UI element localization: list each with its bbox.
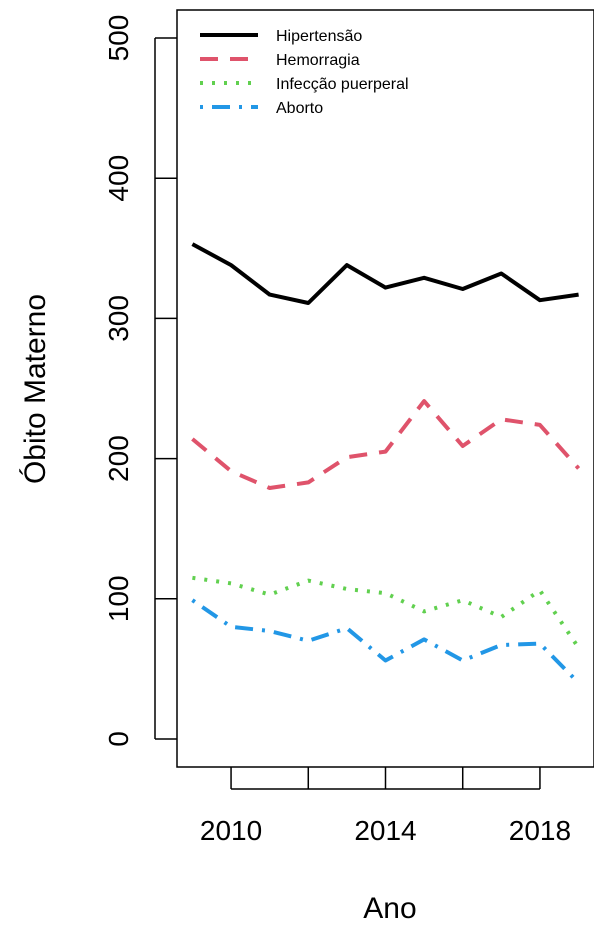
series-line-infec-o-puerperal: [192, 575, 581, 649]
legend-label: Aborto: [276, 100, 323, 117]
y-axis: 0 100 200 300 400 500: [103, 15, 177, 747]
x-tick-label: 2014: [354, 815, 416, 846]
y-tick-label: 300: [103, 295, 134, 342]
y-tick-label: 0: [103, 731, 134, 747]
x-axis-title: Ano: [363, 892, 416, 925]
x-tick-label: 2018: [509, 815, 571, 846]
series-line-aborto: [191, 598, 581, 685]
legend-label: Infecção puerperal: [276, 76, 409, 93]
y-axis-title: Óbito Materno: [19, 294, 52, 484]
x-tick-label: 2010: [200, 815, 262, 846]
plot-box: [176, 9, 594, 768]
legend-label: Hemorragia: [276, 52, 360, 69]
series-line-hemorragia: [191, 399, 581, 490]
y-tick-label: 200: [103, 435, 134, 482]
y-tick-label: 400: [103, 155, 134, 202]
legend-label: Hipertensão: [276, 28, 362, 45]
y-tick-label: 100: [103, 575, 134, 622]
series-layer: [191, 242, 581, 685]
legend: Hipertensão Hemorragia Infecção puerperal A…: [200, 28, 409, 117]
series-line-hipertens-o: [191, 242, 579, 305]
y-tick-label: 500: [103, 15, 134, 62]
x-axis: 2010 2014 2018: [200, 767, 571, 846]
